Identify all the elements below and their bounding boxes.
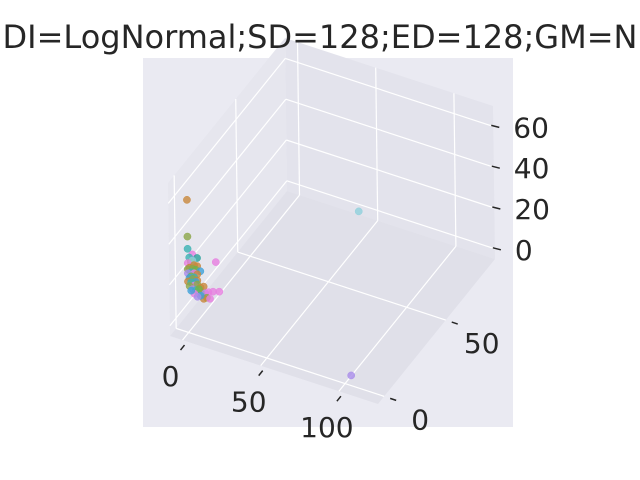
data-point (215, 287, 224, 296)
x-grid-back (453, 93, 457, 247)
z-tick-mark (492, 247, 502, 251)
z-tick-label: 60 (513, 111, 549, 144)
y-grid-floor (237, 251, 446, 321)
z-tick-label: 0 (515, 234, 533, 267)
x-tick-label: 100 (300, 411, 353, 444)
y-grid-side (235, 99, 239, 253)
data-point (211, 258, 220, 266)
y-tick-label: 50 (464, 327, 500, 360)
z-grid-side (168, 98, 287, 245)
floor-pane (170, 191, 495, 404)
data-point (183, 232, 192, 241)
z-tick-mark (491, 124, 500, 129)
data-point (193, 292, 202, 301)
y-grid-floor (175, 327, 385, 397)
x-grid-floor (182, 194, 300, 341)
x-grid-floor (338, 245, 457, 392)
chart-title: DI=LogNormal;SD=128;ED=128;GM=N (3, 18, 638, 56)
grid-lines (167, 42, 496, 397)
data-point (183, 196, 191, 204)
data-point (187, 286, 196, 295)
x-tick-label: 50 (231, 386, 267, 419)
scatter-points (183, 196, 363, 380)
data-point (354, 207, 363, 216)
y-tick-mark (389, 397, 397, 402)
z-grid-side (167, 58, 286, 204)
z-grid-back (285, 98, 494, 168)
data-point (347, 371, 356, 380)
z-grid-back (286, 139, 495, 209)
y-tick-mark (451, 321, 458, 325)
x-tick-mark (179, 344, 186, 351)
y-tick-label: 0 (411, 403, 429, 436)
z-tick-mark (491, 165, 500, 169)
tick-marks (179, 124, 502, 402)
x-grid-floor (260, 220, 379, 367)
x-grid-back (375, 67, 379, 221)
x-tick-label: 0 (162, 360, 180, 393)
data-point (183, 244, 192, 253)
x-tick-mark (258, 370, 264, 377)
x-grid-back (296, 42, 301, 196)
z-tick-label: 40 (514, 152, 550, 185)
z-grid-side (169, 180, 288, 327)
x-tick-mark (336, 395, 342, 402)
y-grid-side (173, 175, 177, 329)
back-pane (285, 38, 495, 259)
z-tick-mark (492, 206, 501, 210)
data-point (206, 294, 214, 303)
z-grid-back (286, 180, 496, 250)
z-tick-label: 20 (514, 193, 550, 226)
z-grid-back (285, 57, 494, 127)
tick-labels: 0 50 100 0 50 0 20 40 60 (162, 111, 550, 444)
